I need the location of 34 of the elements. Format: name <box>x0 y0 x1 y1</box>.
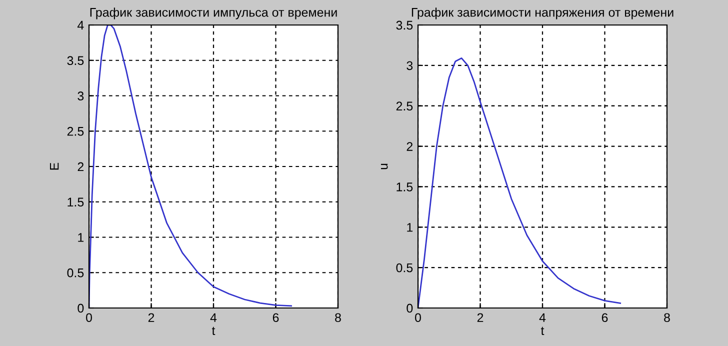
y-tick-label: 3.5 <box>396 20 413 30</box>
y-tick-label: 0.5 <box>396 263 413 272</box>
x-tick-label: 0 <box>86 313 92 322</box>
x-tick-label: 4 <box>539 313 546 322</box>
x-tick-label: 2 <box>148 313 154 322</box>
y-tick-label: 2.5 <box>396 102 413 111</box>
y-tick-label: 3.5 <box>67 56 84 66</box>
y-tick-label: 4 <box>77 20 84 30</box>
chart-title: График зависимости напряжения от времени <box>412 8 674 20</box>
x-tick-label: 6 <box>272 313 279 322</box>
x-tick-label: 8 <box>335 313 341 322</box>
x-tick-label: 0 <box>415 313 421 322</box>
y-tick-label: 3 <box>78 92 84 100</box>
x-axis-title: t <box>212 326 216 336</box>
chart-title: График зависимости импульса от времени <box>90 8 337 20</box>
y-tick-label: 1.5 <box>68 198 84 207</box>
y-tick-label: 2 <box>78 162 84 172</box>
y-tick-label: 1.5 <box>396 182 413 192</box>
x-tick-label: 6 <box>602 313 608 322</box>
y-tick-label: 2.5 <box>67 126 84 136</box>
y-axis-title: E <box>50 162 59 170</box>
y-tick-label: 1 <box>78 233 84 242</box>
x-tick-label: 4 <box>210 313 217 322</box>
x-axis-title: t <box>540 326 544 336</box>
line-series <box>418 57 622 308</box>
y-tick-label: 1 <box>407 223 413 232</box>
y-tick-label: 0 <box>78 304 84 313</box>
x-tick-label: 8 <box>664 313 670 322</box>
y-tick-label: 3 <box>406 61 413 70</box>
y-axis-title: u <box>381 164 388 170</box>
y-tick-label: 0.5 <box>67 268 84 278</box>
x-tick-label: 2 <box>477 313 484 322</box>
y-tick-label: 2 <box>406 142 413 151</box>
y-tick-label: 0 <box>406 304 413 313</box>
